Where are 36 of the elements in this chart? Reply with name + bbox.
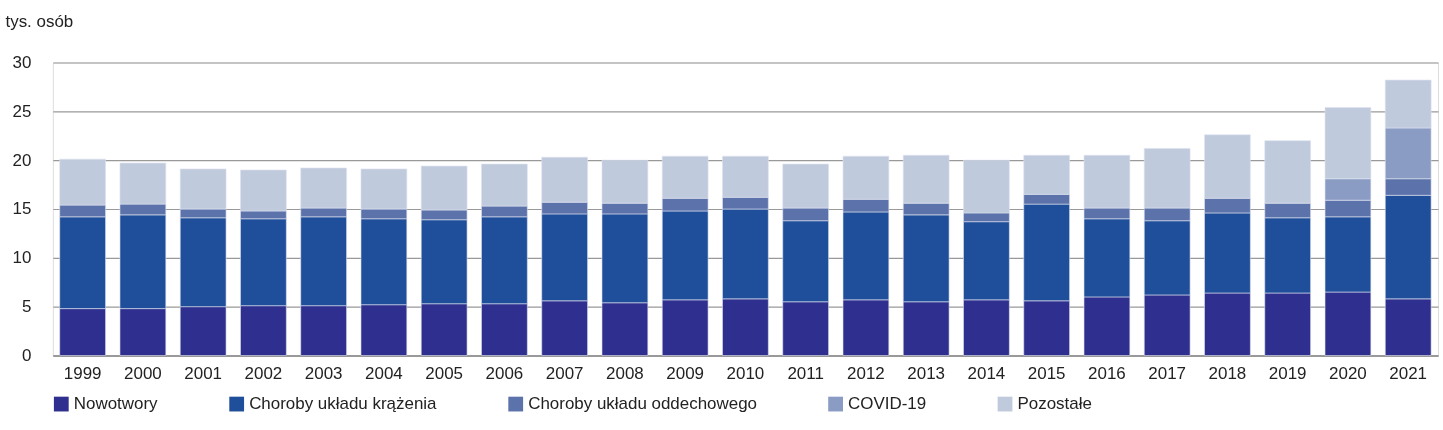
y-tick-label: 30 [12,52,32,72]
x-tick-label: 2001 [184,363,222,383]
legend-label: Pozostałe [1017,394,1092,414]
x-tick-label: 2013 [907,363,946,383]
x-tick-label: 2003 [304,363,343,383]
x-tick-label: 2006 [485,363,524,383]
y-tick-label: 0 [21,345,32,365]
y-tick-label: 25 [12,101,32,121]
x-tick-label: 2009 [666,363,705,383]
x-tick-label: 2004 [365,363,403,383]
x-tick-label: 2002 [244,363,283,383]
x-tick-label: 2000 [124,363,162,383]
y-axis-title: tys. osób [5,12,74,32]
y-tick-label: 20 [12,150,32,170]
x-tick-label: 2011 [787,363,824,383]
legend-label: Nowotwory [73,394,159,414]
x-tick-label: 2012 [847,363,885,383]
x-tick-label: 2010 [726,363,765,383]
x-tick-label: 2019 [1268,363,1307,383]
x-tick-label: 2016 [1088,363,1126,383]
y-tick-label: 5 [21,297,32,317]
y-tick-label: 15 [12,199,32,219]
legend-label: Choroby układu krążenia [249,394,438,414]
legend-label: COVID-19 [848,394,927,414]
x-tick-label: 2017 [1148,363,1187,383]
x-tick-label: 2021 [1389,363,1428,383]
x-tick-label: 2007 [545,363,584,383]
x-tick-label: 1999 [63,363,102,383]
x-tick-label: 2015 [1027,363,1066,383]
legend-label: Choroby układu oddechowego [528,394,757,414]
x-tick-label: 2018 [1208,363,1247,383]
x-tick-label: 2005 [425,363,463,383]
x-tick-label: 2008 [606,363,644,383]
x-tick-label: 2020 [1329,363,1367,383]
y-tick-label: 10 [12,248,32,268]
x-tick-label: 2014 [967,363,1006,383]
